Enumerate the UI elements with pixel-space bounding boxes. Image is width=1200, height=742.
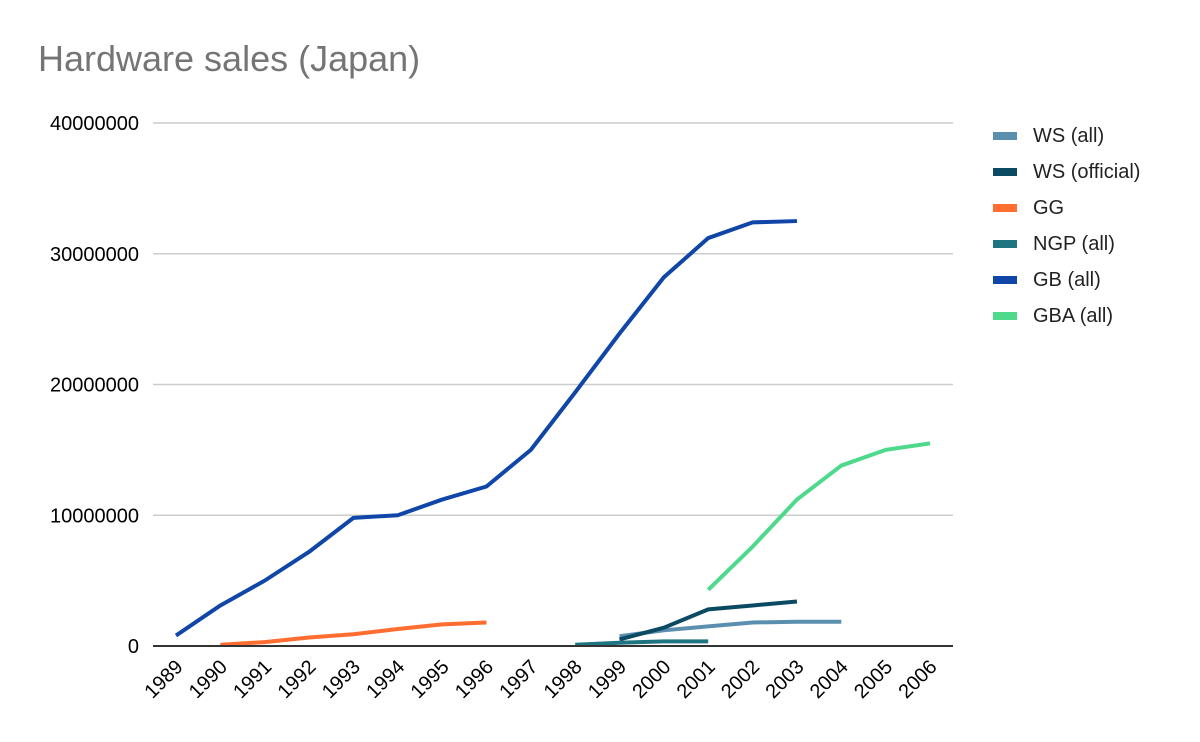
legend-label: GBA (all) <box>1033 304 1114 327</box>
legend-label: WS (all) <box>1033 124 1105 147</box>
x-tick-label: 2002 <box>717 656 764 703</box>
legend-item[interactable]: WS (all) <box>993 112 1140 160</box>
x-tick-label: 2001 <box>673 656 720 703</box>
x-tick-label: 1990 <box>185 656 232 703</box>
x-tick-label: 1998 <box>540 656 587 703</box>
x-tick-label: 1992 <box>274 656 321 703</box>
x-axis-ticks: 1989199019911992199319941995199619971998… <box>141 656 942 703</box>
x-tick-label: 1991 <box>229 656 276 703</box>
x-tick-label: 1994 <box>362 656 409 703</box>
series-line <box>220 620 487 647</box>
legend-label: GG <box>1033 196 1065 219</box>
x-tick-label: 1996 <box>451 656 498 703</box>
legend-item[interactable]: NGP (all) <box>993 220 1140 268</box>
y-tick-label: 30000000 <box>50 244 139 266</box>
x-tick-label: 1989 <box>141 656 188 703</box>
legend-swatch-icon <box>993 276 1017 284</box>
legend-item[interactable]: GG <box>993 184 1140 232</box>
legend-label: GB (all) <box>1033 268 1101 291</box>
gridlines <box>153 122 953 516</box>
x-tick-label: 2004 <box>806 656 853 703</box>
y-tick-label: 40000000 <box>50 113 139 135</box>
legend-swatch-icon <box>993 204 1017 212</box>
series-lines <box>174 219 931 647</box>
legend-swatch-icon <box>993 132 1017 140</box>
y-axis-ticks: 0 10000000 20000000 30000000 40000000 <box>50 113 139 658</box>
legend-label: WS (official) <box>1033 160 1141 183</box>
x-tick-label: 1995 <box>407 656 454 703</box>
x-tick-label: 2005 <box>850 656 897 703</box>
series-line <box>174 219 798 638</box>
x-tick-label: 1993 <box>318 656 365 703</box>
y-tick-label: 0 <box>128 636 139 658</box>
legend: WS (all) WS (official) GG NGP (all) GB (all)… <box>993 112 1140 340</box>
legend-item[interactable]: WS (official) <box>993 148 1140 196</box>
x-tick-label: 1997 <box>495 656 542 703</box>
legend-swatch-icon <box>993 168 1017 176</box>
legend-item[interactable]: GB (all) <box>993 256 1140 304</box>
series-line <box>575 639 709 647</box>
x-tick-label: 1999 <box>584 656 631 703</box>
x-tick-label: 2003 <box>761 656 808 703</box>
legend-swatch-icon <box>993 312 1017 320</box>
x-tick-label: 2006 <box>895 656 942 703</box>
series-line <box>619 599 798 642</box>
y-tick-label: 10000000 <box>50 505 139 527</box>
series-line <box>706 441 931 592</box>
y-tick-label: 20000000 <box>50 375 139 397</box>
x-tick-label: 2000 <box>628 656 675 703</box>
legend-item[interactable]: GBA (all) <box>993 292 1140 340</box>
chart-title: Hardware sales (Japan) <box>38 38 421 79</box>
legend-label: NGP (all) <box>1033 232 1115 255</box>
legend-swatch-icon <box>993 240 1017 248</box>
